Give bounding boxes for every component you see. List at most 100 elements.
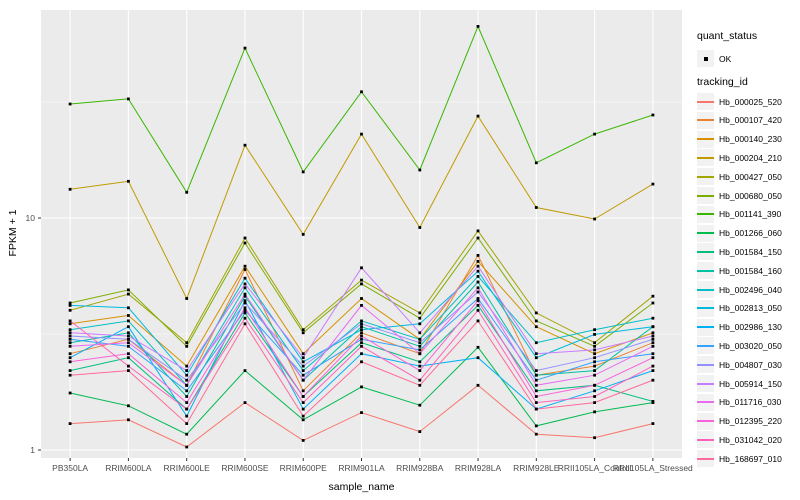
legend-key-line-icon (697, 438, 714, 441)
data-point (243, 299, 247, 303)
data-point (476, 260, 480, 263)
data-point (68, 369, 72, 372)
x-axis-title: sample_name (328, 481, 395, 493)
data-point (476, 286, 480, 290)
legend-item-label: Hb_001266_060 (719, 228, 782, 239)
data-point (360, 341, 363, 345)
data-point (185, 364, 189, 368)
data-point (127, 331, 130, 335)
data-point (476, 299, 480, 303)
legend-item-Hb_002813_050: Hb_002813_050 (697, 299, 782, 317)
data-point (127, 97, 130, 101)
data-point (534, 389, 538, 393)
data-point (593, 352, 596, 356)
legend: quant_status OK tracking_id Hb_000025_52… (694, 0, 800, 500)
legend-key-box (697, 299, 714, 317)
data-point (534, 206, 538, 209)
data-point (651, 356, 655, 360)
data-point (418, 360, 422, 364)
x-tick-label: RRIM928BA (396, 463, 444, 473)
legend-key-line-icon (697, 457, 714, 460)
data-point (593, 356, 596, 360)
data-point (418, 331, 422, 335)
data-point (127, 314, 130, 317)
data-point (68, 102, 72, 106)
legend-item-Hb_000107_420: Hb_000107_420 (697, 111, 782, 129)
legend-item-Hb_000680_050: Hb_000680_050 (697, 187, 782, 204)
x-tick-label: RRII105LA_Control (558, 463, 632, 473)
data-point (476, 25, 480, 28)
data-point (127, 337, 130, 341)
data-point (534, 325, 538, 329)
legend-key-box (697, 262, 714, 280)
legend-key-line-icon (697, 307, 714, 310)
legend-key-box (697, 412, 714, 430)
data-point (68, 344, 72, 348)
data-point (476, 308, 480, 312)
data-point (651, 316, 655, 320)
legend-key-line-icon (697, 269, 714, 272)
legend-key-box (697, 393, 714, 411)
data-point (127, 319, 130, 323)
data-point (534, 369, 538, 372)
data-point (418, 168, 422, 172)
data-point (593, 348, 596, 352)
data-point (68, 304, 72, 307)
data-point (360, 278, 363, 282)
data-point (243, 322, 247, 326)
data-point (68, 360, 72, 364)
legend-key-line-icon (697, 138, 714, 141)
data-point (418, 369, 422, 372)
data-point (534, 401, 538, 404)
data-point (534, 356, 538, 360)
legend-key-line-icon (697, 363, 714, 366)
legend-key-line-icon (697, 288, 714, 291)
legend-key-box (697, 50, 714, 67)
data-point (301, 414, 305, 418)
legend-item-label: Hb_000204_210 (719, 152, 782, 163)
data-point (68, 341, 72, 345)
data-point (360, 322, 363, 326)
data-point (127, 369, 130, 372)
data-point (360, 337, 363, 341)
data-point (593, 369, 596, 372)
data-point (243, 282, 247, 286)
data-point (418, 341, 422, 345)
data-point (534, 352, 538, 356)
data-point (476, 304, 480, 307)
data-point (185, 422, 189, 425)
data-point (127, 179, 130, 183)
data-point (127, 418, 130, 422)
data-point (243, 46, 247, 50)
legend-key-line-icon (697, 156, 714, 159)
legend-item-Hb_003020_050: Hb_003020_050 (697, 337, 782, 355)
data-point (243, 264, 247, 268)
data-point (185, 445, 189, 449)
data-point (651, 337, 655, 341)
data-point (127, 356, 130, 360)
data-point (651, 352, 655, 356)
data-point (418, 378, 422, 382)
x-tick-label: RRIM901LA (338, 463, 385, 473)
legend-title-quant-status: quant_status (697, 30, 758, 42)
data-point (476, 290, 480, 294)
data-point (651, 341, 655, 345)
data-point (127, 325, 130, 329)
legend-title-tracking-id: tracking_id (697, 76, 748, 88)
legend-key-line-icon (697, 326, 714, 329)
x-tick-label: RRIM600LE (164, 463, 211, 473)
legend-item-Hb_000204_210: Hb_000204_210 (697, 149, 782, 167)
legend-key-box (697, 111, 714, 129)
data-point (593, 344, 596, 348)
legend-key-box (697, 450, 714, 468)
data-point (301, 439, 305, 442)
data-point (301, 407, 305, 411)
legend-key-box (697, 356, 714, 374)
data-point (185, 389, 189, 393)
data-point (476, 269, 480, 273)
data-point (301, 352, 305, 356)
legend-item-Hb_012395_220: Hb_012395_220 (697, 412, 782, 430)
data-point (243, 301, 247, 305)
